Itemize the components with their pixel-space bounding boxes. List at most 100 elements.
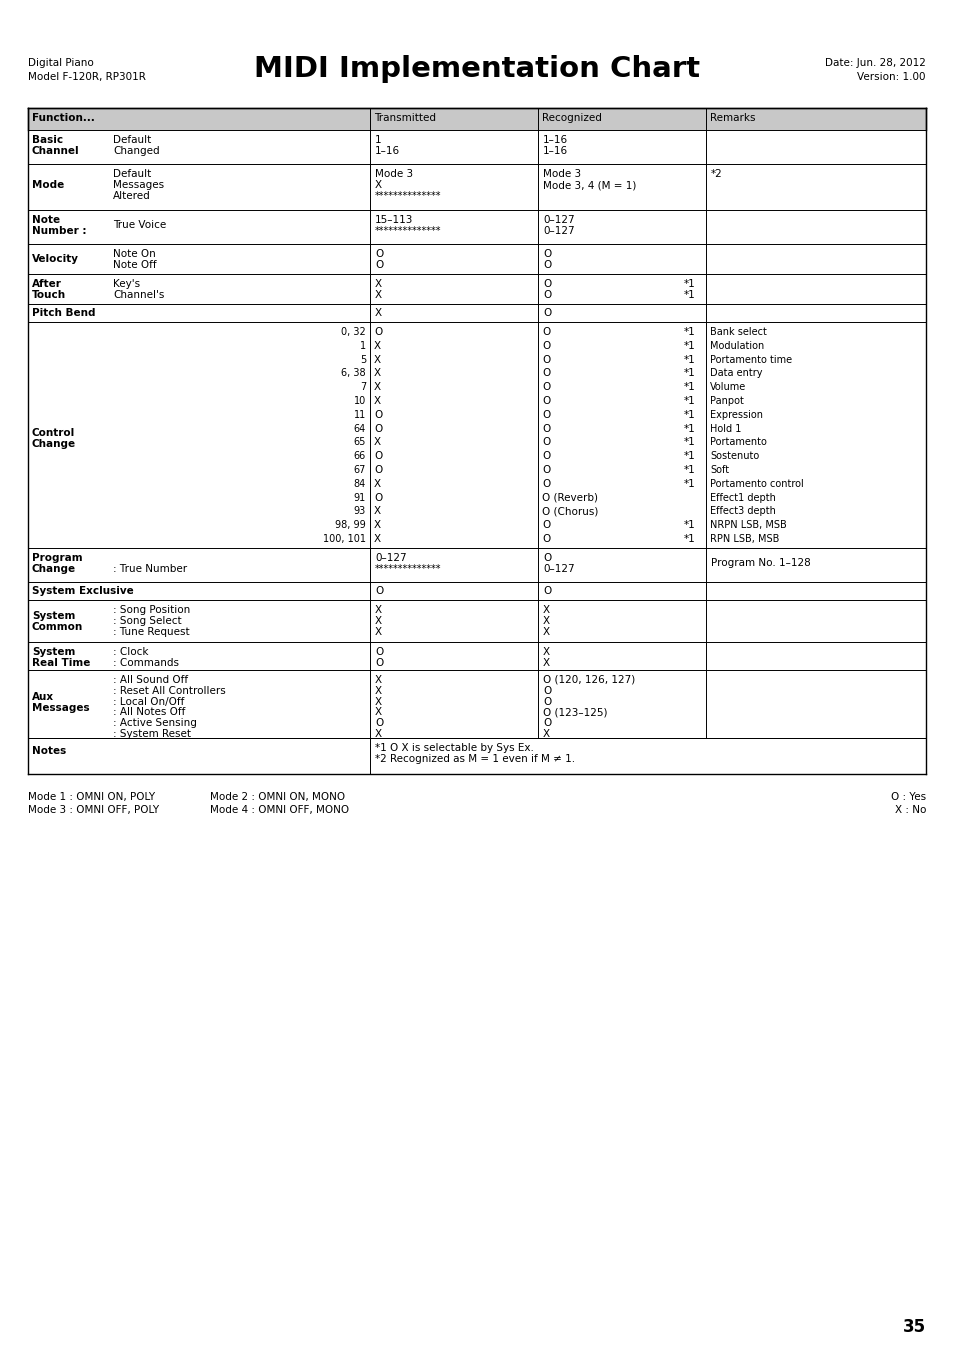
Text: O (120, 126, 127): O (120, 126, 127) xyxy=(542,675,635,684)
Text: X: X xyxy=(374,382,381,393)
Text: Portamento control: Portamento control xyxy=(709,479,803,489)
Text: MIDI Implementation Chart: MIDI Implementation Chart xyxy=(253,55,700,82)
Text: X : No: X : No xyxy=(894,805,925,815)
Text: X: X xyxy=(375,290,382,300)
Text: Control: Control xyxy=(32,428,75,437)
Text: Altered: Altered xyxy=(112,190,151,201)
Text: 15–113: 15–113 xyxy=(375,215,413,225)
Text: 1–16: 1–16 xyxy=(542,135,568,144)
Text: X: X xyxy=(374,535,381,544)
Text: NRPN LSB, MSB: NRPN LSB, MSB xyxy=(709,520,786,531)
Text: *1: *1 xyxy=(683,451,695,462)
Text: O: O xyxy=(541,479,550,489)
Text: O: O xyxy=(541,327,550,338)
Text: After: After xyxy=(32,279,62,289)
Text: Hold 1: Hold 1 xyxy=(709,424,740,433)
Text: : Song Select: : Song Select xyxy=(112,616,181,626)
Text: Effect1 depth: Effect1 depth xyxy=(709,493,775,502)
Text: 1: 1 xyxy=(375,135,381,144)
Text: 66: 66 xyxy=(354,451,366,462)
Text: : System Reset: : System Reset xyxy=(112,729,191,738)
Text: Key's: Key's xyxy=(112,279,140,289)
Text: System: System xyxy=(32,612,75,621)
Text: 11: 11 xyxy=(354,410,366,420)
Text: System Exclusive: System Exclusive xyxy=(32,586,133,595)
Text: 84: 84 xyxy=(354,479,366,489)
Text: O: O xyxy=(541,382,550,393)
Text: 65: 65 xyxy=(354,437,366,447)
Text: 93: 93 xyxy=(354,506,366,517)
Text: O: O xyxy=(542,290,551,300)
Text: Expression: Expression xyxy=(709,410,762,420)
Text: O: O xyxy=(542,261,551,270)
Text: O: O xyxy=(541,355,550,364)
Text: 0, 32: 0, 32 xyxy=(341,327,366,338)
Text: Portamento time: Portamento time xyxy=(709,355,791,364)
Text: Mode 2 : OMNI ON, MONO: Mode 2 : OMNI ON, MONO xyxy=(210,792,345,802)
Text: Function...: Function... xyxy=(32,113,94,123)
Text: X: X xyxy=(375,279,382,289)
Text: System: System xyxy=(32,647,75,657)
Text: O: O xyxy=(375,718,383,728)
Text: : Tune Request: : Tune Request xyxy=(112,626,190,637)
Text: 100, 101: 100, 101 xyxy=(323,535,366,544)
Text: Pitch Bend: Pitch Bend xyxy=(32,308,95,319)
Text: Mode 3, 4 (M = 1): Mode 3, 4 (M = 1) xyxy=(542,180,636,190)
Text: Velocity: Velocity xyxy=(32,254,79,265)
Text: O (Reverb): O (Reverb) xyxy=(541,493,598,502)
Text: O: O xyxy=(541,464,550,475)
Text: Recognized: Recognized xyxy=(541,113,601,123)
Text: O: O xyxy=(374,327,382,338)
Text: X: X xyxy=(375,707,382,717)
Bar xyxy=(28,108,925,130)
Text: True Voice: True Voice xyxy=(112,220,166,230)
Text: Mode: Mode xyxy=(32,180,64,190)
Text: : Reset All Controllers: : Reset All Controllers xyxy=(112,686,226,695)
Text: *1: *1 xyxy=(683,424,695,433)
Text: Mode 3: Mode 3 xyxy=(375,169,413,180)
Text: Default: Default xyxy=(112,169,152,180)
Text: X: X xyxy=(375,686,382,695)
Text: X: X xyxy=(374,506,381,517)
Text: O: O xyxy=(542,586,551,595)
Text: O: O xyxy=(542,554,551,563)
Text: *1: *1 xyxy=(683,382,695,393)
Text: 35: 35 xyxy=(902,1318,925,1336)
Text: *1: *1 xyxy=(683,479,695,489)
Text: : All Sound Off: : All Sound Off xyxy=(112,675,188,684)
Text: O (Chorus): O (Chorus) xyxy=(541,506,598,517)
Text: Basic: Basic xyxy=(32,135,63,144)
Text: X: X xyxy=(374,355,381,364)
Text: Channel: Channel xyxy=(32,146,79,157)
Text: *1: *1 xyxy=(683,290,695,300)
Text: X: X xyxy=(542,657,550,668)
Text: Date: Jun. 28, 2012: Date: Jun. 28, 2012 xyxy=(824,58,925,68)
Text: O: O xyxy=(374,410,382,420)
Text: Note: Note xyxy=(32,215,60,225)
Text: Sostenuto: Sostenuto xyxy=(709,451,759,462)
Text: Touch: Touch xyxy=(32,290,66,300)
Text: Panpot: Panpot xyxy=(709,396,743,406)
Text: : True Number: : True Number xyxy=(112,564,187,574)
Text: O: O xyxy=(542,686,551,695)
Text: Mode 4 : OMNI OFF, MONO: Mode 4 : OMNI OFF, MONO xyxy=(210,805,349,815)
Text: *2: *2 xyxy=(710,169,722,180)
Text: 0–127: 0–127 xyxy=(375,554,406,563)
Text: Modulation: Modulation xyxy=(709,340,763,351)
Text: Default: Default xyxy=(112,135,152,144)
Text: *1: *1 xyxy=(683,437,695,447)
Text: X: X xyxy=(375,626,382,637)
Text: X: X xyxy=(542,647,550,657)
Text: X: X xyxy=(375,675,382,684)
Text: O: O xyxy=(541,451,550,462)
Text: **************: ************** xyxy=(375,564,441,574)
Text: X: X xyxy=(375,180,382,190)
Text: O: O xyxy=(541,410,550,420)
Text: *1: *1 xyxy=(683,464,695,475)
Text: : All Notes Off: : All Notes Off xyxy=(112,707,185,717)
Text: O: O xyxy=(542,308,551,319)
Text: 0–127: 0–127 xyxy=(542,225,574,236)
Text: Real Time: Real Time xyxy=(32,657,91,668)
Text: 1: 1 xyxy=(359,340,366,351)
Text: Version: 1.00: Version: 1.00 xyxy=(857,72,925,82)
